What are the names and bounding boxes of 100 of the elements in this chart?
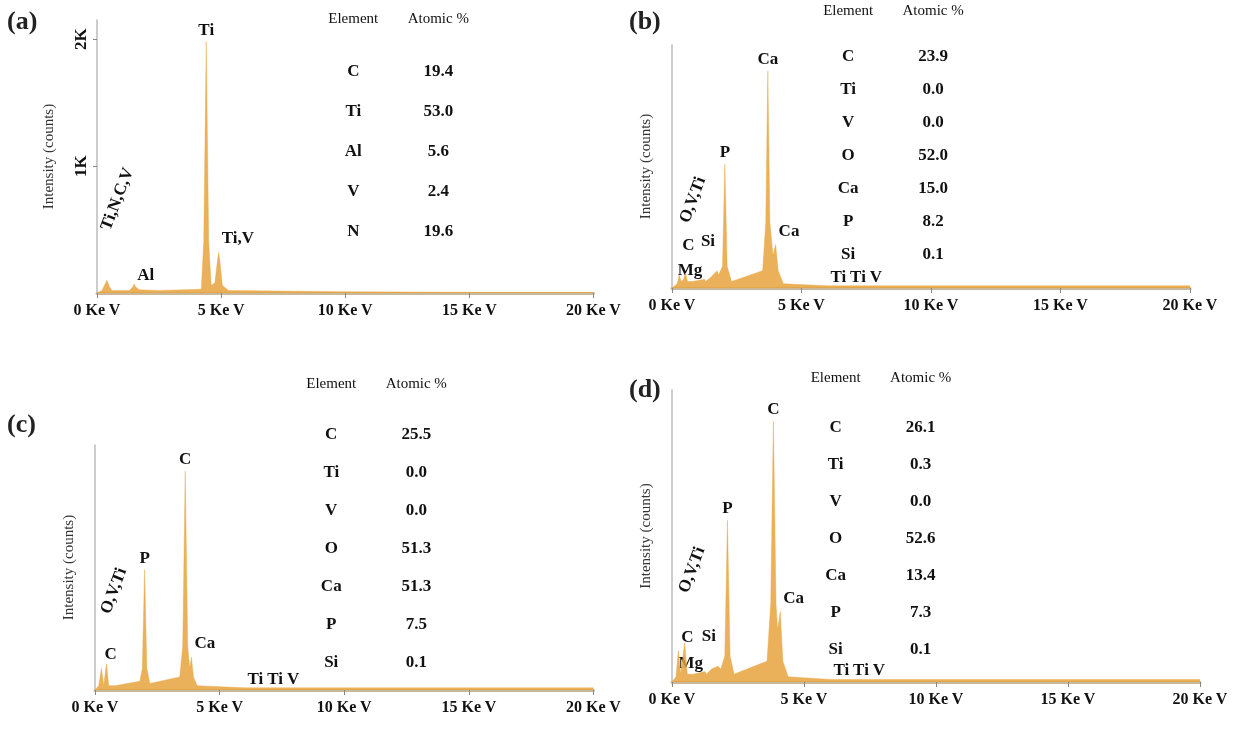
annotation: Ti Ti V [833,660,886,680]
x-tick-label: 15 Ke V [1040,689,1096,707]
annotation: Ca [320,576,343,595]
text: 25.5 [401,424,432,443]
annotation: 51.3 [401,576,432,595]
y-axis-title: Intensity (counts) [636,113,654,220]
annotation: O,V,Ti [95,564,131,617]
x-tick-label: 0 Ke V [73,300,121,318]
annotation: P [842,211,854,230]
annotation: Ti [827,454,844,473]
annotation: Ti [198,19,215,39]
annotation: Ti [323,462,340,481]
annotation: 7.5 [405,614,427,633]
y-tick-label: 1K [71,154,90,177]
annotation: Ti Ti V [247,668,300,688]
annotation: 0.0 [405,500,427,519]
chart-title: (c) [7,408,36,438]
annotation: Ca [837,178,860,197]
annotation: 7.3 [910,602,932,621]
annotation: V [829,491,843,510]
annotation: Al [344,141,363,160]
annotation: C [681,626,694,646]
x-tick-label: 15 Ke V [441,697,497,715]
annotation: Al [137,265,155,285]
y-tick-label: 2K [71,27,90,50]
x-tick-label: 5 Ke V [778,295,826,313]
text: Element [306,374,358,391]
annotation: O [324,538,338,557]
annotation: P [722,498,733,518]
annotation: Ti Ti V [830,266,883,286]
annotation: Ca [757,49,779,69]
annotation: Si [701,626,717,646]
annotation: C [179,449,192,469]
x-tick-label: 15 Ke V [441,300,498,318]
annotation: Element [328,9,380,26]
x-tick-label: 10 Ke V [316,697,373,715]
annotation: 15.0 [918,178,948,197]
text: C [325,424,338,443]
annotation: 0.1 [405,652,427,671]
chart-title: (a) [7,5,38,35]
annotation: 0.0 [922,79,944,98]
chart-title: (b) [629,5,661,35]
x-tick-label: 20 Ke V [1162,295,1218,313]
annotation: C [767,399,780,419]
text: Atomic % [902,1,964,18]
annotation: Ca [194,633,216,653]
annotation: 53.0 [423,101,454,120]
x-tick-label: 0 Ke V [71,697,119,715]
chart-title: (d) [629,373,661,403]
annotation: Si [828,639,844,658]
annotation: Ca [825,565,847,584]
y-axis-title: Intensity (counts) [59,514,77,621]
annotation: 52.6 [905,528,936,547]
annotation: V [325,500,339,519]
annotation: 0.0 [910,491,932,510]
x-tick-label: 10 Ke V [903,295,959,313]
annotation: P [719,142,731,162]
text: Element [823,1,874,18]
annotation: Ti [840,79,857,98]
annotation: 0.0 [405,462,427,481]
annotation: 2.4 [427,181,450,200]
annotation: Si [841,244,856,263]
x-tick-label: 20 Ke V [566,300,622,318]
annotation: Ca [778,220,800,240]
y-axis-title: Intensity (counts) [39,103,57,210]
annotation: 0.1 [922,244,944,263]
x-tick-label: 15 Ke V [1033,295,1089,313]
x-tick-label: 5 Ke V [197,300,245,318]
annotation: 0.0 [922,112,944,131]
x-tick-label: 20 Ke V [1172,689,1228,707]
annotation: 13.4 [905,565,937,584]
annotation: V [347,181,361,200]
annotation: 51.3 [401,538,432,557]
text: Atomic % [890,368,952,385]
x-tick-label: 10 Ke V [908,689,964,707]
x-tick-label: 5 Ke V [780,689,828,707]
annotation: C [682,234,695,254]
x-tick-label: 0 Ke V [648,689,696,707]
x-tick-label: 5 Ke V [196,697,244,715]
y-axis-title: Intensity (counts) [636,483,654,589]
annotation: Ti,V [221,228,255,248]
annotation: Si [324,652,339,671]
annotation: V [841,112,855,131]
annotation: 19.4 [423,61,454,80]
text: Element [810,368,862,385]
annotation: 5.6 [427,141,449,160]
annotation: C [104,644,117,664]
text: C [841,46,855,65]
x-tick-label: 0 Ke V [648,295,696,313]
x-tick-label: 10 Ke V [317,300,374,318]
annotation: 19.6 [423,221,454,240]
annotation: Ca [783,587,805,607]
annotation: C [347,61,360,80]
annotation: 0.3 [910,454,932,473]
annotation: Mg [677,260,703,280]
annotation: Atomic % [407,9,469,26]
annotation: N [347,221,361,240]
annotation: P [326,614,337,633]
text: 23.9 [918,46,948,65]
annotation: 8.2 [922,211,944,230]
